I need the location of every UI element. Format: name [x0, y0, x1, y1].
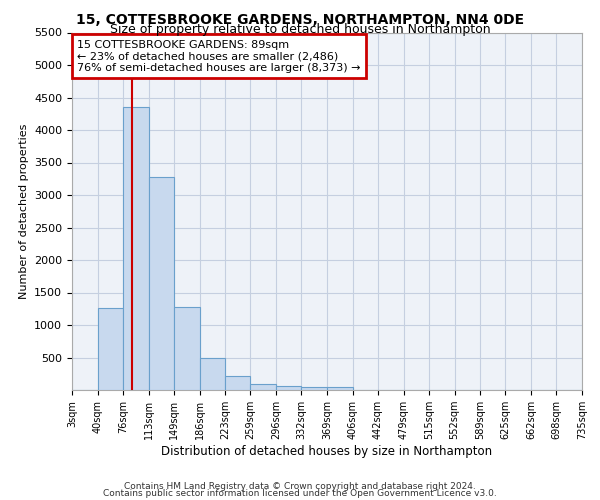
Text: Contains HM Land Registry data © Crown copyright and database right 2024.: Contains HM Land Registry data © Crown c… — [124, 482, 476, 491]
Bar — [301, 387, 327, 390]
Text: Contains public sector information licensed under the Open Government Licence v3: Contains public sector information licen… — [103, 489, 497, 498]
Bar — [327, 387, 353, 390]
Bar — [276, 386, 301, 390]
Bar — [174, 307, 199, 390]
Bar — [250, 384, 276, 390]
Y-axis label: Number of detached properties: Number of detached properties — [19, 124, 29, 299]
Bar — [225, 376, 250, 390]
Bar — [149, 177, 174, 390]
Bar — [199, 358, 225, 390]
Text: 15 COTTESBROOKE GARDENS: 89sqm
← 23% of detached houses are smaller (2,486)
76% : 15 COTTESBROOKE GARDENS: 89sqm ← 23% of … — [77, 40, 361, 73]
X-axis label: Distribution of detached houses by size in Northampton: Distribution of detached houses by size … — [161, 445, 493, 458]
Bar — [123, 108, 149, 390]
Text: Size of property relative to detached houses in Northampton: Size of property relative to detached ho… — [110, 22, 490, 36]
Bar — [98, 308, 123, 390]
Text: 15, COTTESBROOKE GARDENS, NORTHAMPTON, NN4 0DE: 15, COTTESBROOKE GARDENS, NORTHAMPTON, N… — [76, 12, 524, 26]
